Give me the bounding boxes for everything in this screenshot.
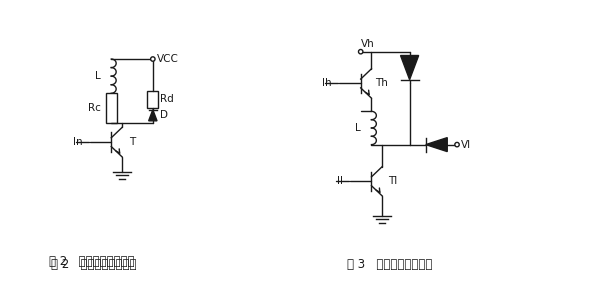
Text: D: D xyxy=(159,110,168,120)
Polygon shape xyxy=(400,56,419,80)
Text: Vl: Vl xyxy=(461,140,471,150)
Text: VCC: VCC xyxy=(157,54,179,64)
Bar xyxy=(106,93,117,123)
Text: 图 2   单电压驱动原理图: 图 2 单电压驱动原理图 xyxy=(51,258,137,271)
Text: Il: Il xyxy=(336,176,342,186)
Text: L: L xyxy=(355,123,361,133)
Text: L: L xyxy=(95,71,100,81)
Circle shape xyxy=(455,142,459,147)
Polygon shape xyxy=(426,138,447,152)
Text: Ih: Ih xyxy=(322,78,332,89)
Circle shape xyxy=(150,57,155,61)
Bar xyxy=(147,91,158,108)
Text: Vh: Vh xyxy=(361,39,374,49)
Text: 图 2   单电压驱动原理图: 图 2 单电压驱动原理图 xyxy=(49,255,135,269)
Text: In: In xyxy=(72,137,82,147)
Text: 图 3   高低压驱动原理图: 图 3 高低压驱动原理图 xyxy=(347,258,432,271)
Text: Tl: Tl xyxy=(388,176,397,186)
Text: Th: Th xyxy=(375,78,388,89)
Text: Rd: Rd xyxy=(159,94,173,104)
Polygon shape xyxy=(149,110,157,121)
Circle shape xyxy=(359,49,363,54)
Text: Rc: Rc xyxy=(88,103,100,113)
Text: T: T xyxy=(129,137,136,147)
